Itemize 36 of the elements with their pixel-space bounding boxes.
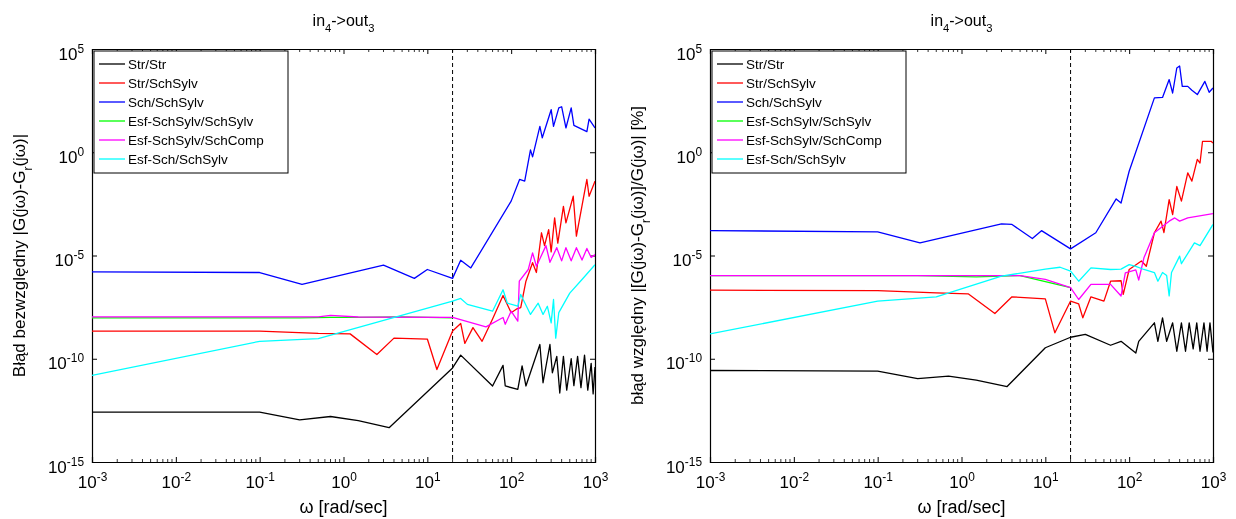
legend-label: Esf-SchSylv/SchComp <box>128 133 264 148</box>
chart-title: in$_{4}$->out$_{3}$ <box>930 12 993 34</box>
y-tick-label: 10$^{5}$ <box>676 41 703 64</box>
x-axis-title: ω [rad/sec] <box>299 497 388 517</box>
y-tick-label: 10$^{0}$ <box>58 144 85 167</box>
x-tick-label: 10$^{2}$ <box>1116 470 1143 492</box>
legend-label: Str/SchSylv <box>128 76 199 91</box>
chart-title: in$_{4}$->out$_{3}$ <box>312 12 375 34</box>
legend-label: Str/Str <box>746 57 785 72</box>
legend-label: Sch/SchSylv <box>746 95 823 110</box>
y-tick-label: 10$^{5}$ <box>58 41 85 64</box>
x-tick-label: 10$^{1}$ <box>1033 470 1059 492</box>
legend-label: Str/Str <box>128 57 167 72</box>
legend-label: Str/SchSylv <box>746 76 817 91</box>
legend-label: Esf-SchSylv/SchSylv <box>746 114 872 129</box>
x-tick-label: 10$^{0}$ <box>331 470 358 492</box>
x-tick-label: 10$^{3}$ <box>582 470 609 492</box>
x-tick-label: 10$^{-1}$ <box>245 470 276 492</box>
x-tick-label: 10$^{3}$ <box>1200 470 1227 492</box>
legend-label: Esf-Sch/SchSylv <box>746 152 847 167</box>
legend-label: Esf-SchSylv/SchSylv <box>128 114 254 129</box>
x-tick-label: 10$^{-2}$ <box>161 470 192 492</box>
x-tick-label: 10$^{0}$ <box>949 470 976 492</box>
y-tick-label: 10$^{-5}$ <box>672 248 703 271</box>
legend-label: Esf-SchSylv/SchComp <box>746 133 882 148</box>
x-tick-label: 10$^{-1}$ <box>863 470 894 492</box>
legend-label: Esf-Sch/SchSylv <box>128 152 229 167</box>
y-tick-label: 10$^{-5}$ <box>54 248 85 271</box>
y-tick-label: 10$^{-10}$ <box>47 351 85 374</box>
x-tick-label: 10$^{1}$ <box>415 470 441 492</box>
x-tick-label: 10$^{2}$ <box>498 470 525 492</box>
y-tick-label: 10$^{0}$ <box>676 144 703 167</box>
x-axis-title: ω [rad/sec] <box>917 497 1006 517</box>
x-tick-label: 10$^{-2}$ <box>779 470 810 492</box>
y-tick-label: 10$^{-10}$ <box>665 351 703 374</box>
legend-label: Sch/SchSylv <box>128 95 205 110</box>
